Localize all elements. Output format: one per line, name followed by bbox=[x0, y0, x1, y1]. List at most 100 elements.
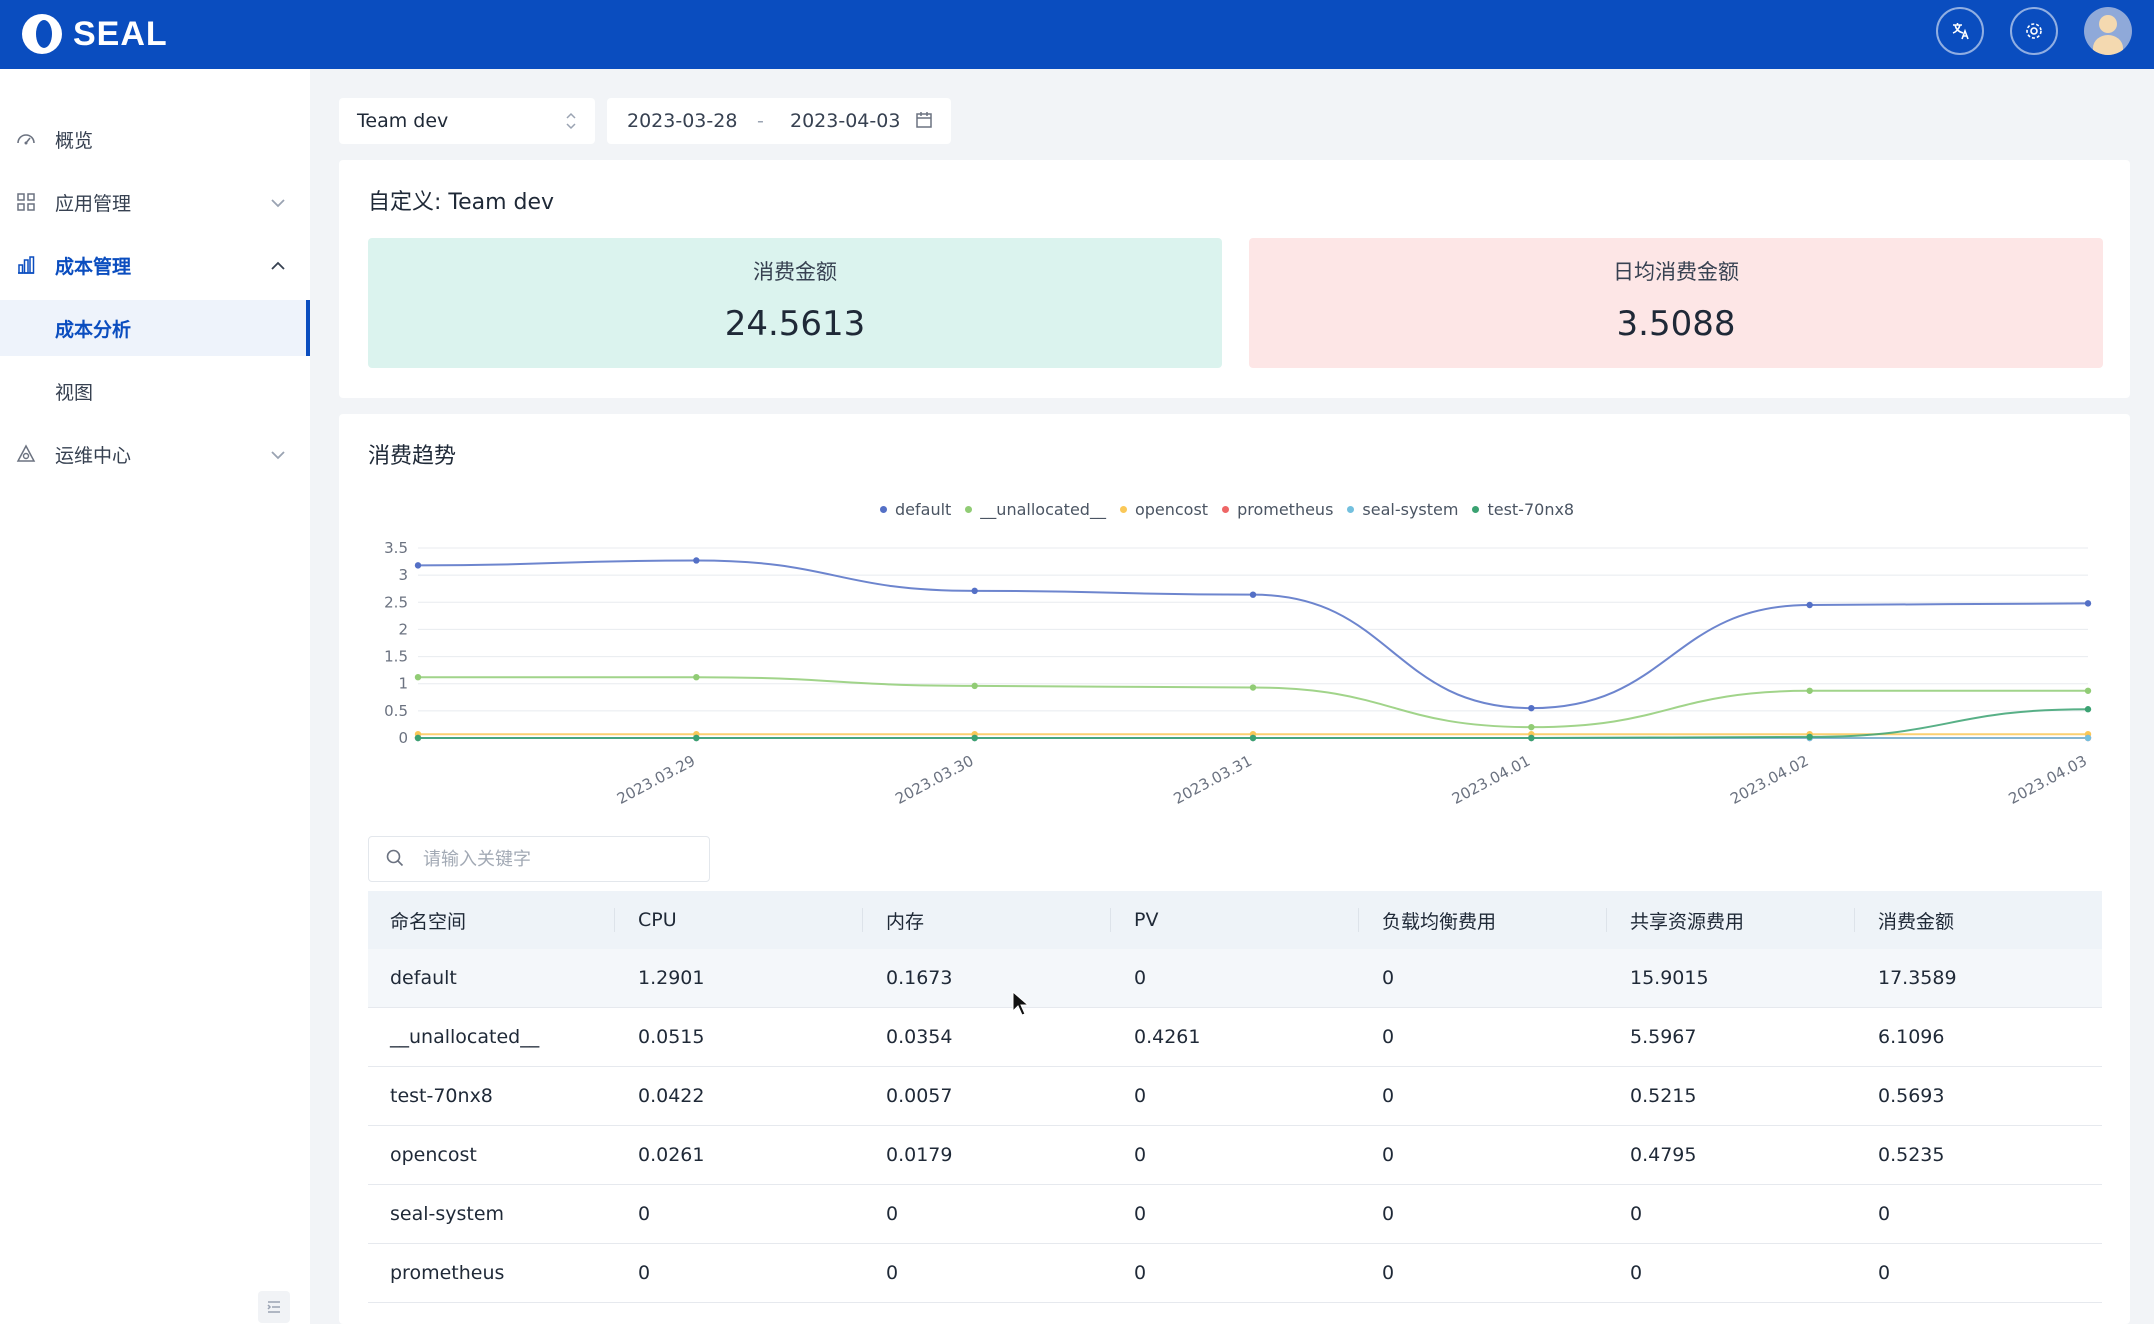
table-row[interactable]: seal-system 0 0 0 0 0 0 bbox=[368, 1185, 2102, 1244]
seal-logo-icon bbox=[22, 14, 62, 54]
sidebar-item-cost-analysis[interactable]: 成本分析 bbox=[0, 300, 310, 356]
data-point bbox=[414, 674, 422, 681]
total-cost-stat: 消费金额 24.5613 bbox=[368, 238, 1222, 368]
column-header[interactable]: 共享资源费用 bbox=[1630, 910, 1745, 933]
search-box[interactable] bbox=[368, 836, 710, 882]
table-cell: default bbox=[390, 967, 457, 989]
brand-name: SEAL bbox=[73, 14, 168, 53]
data-point bbox=[1528, 704, 1535, 712]
legend-dot bbox=[1472, 506, 1480, 513]
table-cell: 0 bbox=[1878, 1262, 1891, 1284]
settings-icon[interactable] bbox=[2010, 7, 2058, 55]
top-header: SEAL bbox=[0, 0, 2154, 69]
table-cell: 0.5235 bbox=[1878, 1144, 1945, 1166]
brand-logo[interactable]: SEAL bbox=[22, 11, 168, 57]
legend-dot bbox=[880, 506, 887, 513]
data-point bbox=[693, 557, 700, 564]
collapse-sidebar-icon[interactable] bbox=[258, 1291, 290, 1323]
legend-dot bbox=[965, 506, 973, 513]
x-tick-label: 2023.04.02 bbox=[1727, 752, 1811, 808]
search-icon bbox=[386, 849, 404, 867]
table-cell: 0 bbox=[1382, 1203, 1395, 1225]
sidebar-item-app-management[interactable]: 应用管理 bbox=[0, 174, 310, 230]
table-row[interactable]: default 1.2901 0.1673 0 0 15.9015 17.3589 bbox=[368, 949, 2102, 1008]
table-row[interactable]: __unallocated__ 0.0515 0.0354 0.4261 0 5.5967… bbox=[368, 1008, 2102, 1067]
team-select[interactable]: Team dev bbox=[339, 98, 595, 144]
legend-item[interactable]: test-70nx8 bbox=[1472, 500, 1574, 519]
data-point bbox=[414, 562, 422, 569]
legend-label: test-70nx8 bbox=[1487, 500, 1575, 519]
data-point bbox=[1249, 684, 1257, 691]
translate-icon[interactable] bbox=[1936, 7, 1984, 55]
chevron-down-icon bbox=[270, 192, 286, 213]
table-cell: 6.1096 bbox=[1878, 1026, 1945, 1048]
column-header[interactable]: CPU bbox=[638, 909, 677, 931]
column-divider bbox=[1358, 908, 1359, 932]
table-cell: 0 bbox=[1134, 1085, 1147, 1107]
table-row[interactable]: opencost 0.0261 0.0179 0 0 0.4795 0.5235 bbox=[368, 1126, 2102, 1185]
daily-cost-stat: 日均消费金额 3.5088 bbox=[1249, 238, 2103, 368]
cost-table: 命名空间 CPU 内存 PV 负载均衡费用 共享资源费用 消费金额 default 1.2901… bbox=[368, 891, 2102, 1303]
table-cell: 0 bbox=[886, 1203, 899, 1225]
summary-title: 自定义: Team dev bbox=[368, 190, 555, 215]
total-cost-label: 消费金额 bbox=[753, 260, 837, 284]
table-cell: 0.1673 bbox=[886, 967, 953, 989]
table-cell: 0 bbox=[1630, 1203, 1643, 1225]
table-cell: 0 bbox=[1134, 1144, 1147, 1166]
daily-cost-label: 日均消费金额 bbox=[1613, 260, 1739, 284]
data-point bbox=[2084, 687, 2092, 694]
sidebar-item-cost-management[interactable]: 成本管理 bbox=[0, 237, 310, 293]
column-header[interactable]: PV bbox=[1134, 909, 1159, 931]
table-cell: 1.2901 bbox=[638, 967, 705, 989]
legend-item[interactable]: seal-system bbox=[1347, 500, 1458, 519]
column-header[interactable]: 命名空间 bbox=[390, 910, 467, 933]
table-cell: 0 bbox=[886, 1262, 899, 1284]
sidebar-item-overview[interactable]: 概览 bbox=[0, 111, 310, 167]
search-input[interactable] bbox=[423, 845, 693, 873]
ops-icon bbox=[14, 442, 38, 466]
table-cell: 0 bbox=[1382, 1262, 1395, 1284]
legend-item[interactable]: prometheus bbox=[1222, 500, 1333, 519]
table-cell: seal-system bbox=[390, 1203, 505, 1225]
team-select-value: Team dev bbox=[357, 110, 449, 132]
sidebar-item-ops-center[interactable]: 运维中心 bbox=[0, 426, 310, 482]
table-cell: test-70nx8 bbox=[390, 1085, 493, 1107]
sidebar-item-label: 应用管理 bbox=[55, 192, 132, 215]
sidebar-item-views[interactable]: 视图 bbox=[0, 363, 310, 419]
column-divider bbox=[1606, 908, 1607, 932]
column-header[interactable]: 负载均衡费用 bbox=[1382, 910, 1497, 933]
chevron-down-icon bbox=[270, 444, 286, 465]
legend-item[interactable]: opencost bbox=[1119, 500, 1208, 519]
y-tick-label: 0.5 bbox=[384, 702, 408, 720]
column-header[interactable]: 内存 bbox=[886, 910, 925, 933]
date-start[interactable]: 2023-03-28 bbox=[627, 110, 738, 132]
user-avatar[interactable] bbox=[2084, 7, 2132, 55]
table-row[interactable]: test-70nx8 0.0422 0.0057 0 0 0.5215 0.5693 bbox=[368, 1067, 2102, 1126]
data-point bbox=[1806, 733, 1813, 741]
legend-item[interactable]: default bbox=[880, 500, 951, 519]
table-cell: 0 bbox=[1382, 1026, 1395, 1048]
column-header[interactable]: 消费金额 bbox=[1878, 910, 1955, 933]
column-divider bbox=[1110, 908, 1111, 932]
chevron-up-icon bbox=[270, 255, 286, 276]
cost-trend-chart: 0 0.5 1 1.5 2 2.5 3 3.5 2023.03.29 2023.03.30 2023… bbox=[384, 539, 2092, 808]
table-row[interactable]: prometheus 0 0 0 0 0 0 bbox=[368, 1244, 2102, 1303]
date-separator: - bbox=[757, 110, 764, 132]
legend-item[interactable]: __unallocated__ bbox=[965, 500, 1106, 519]
trend-title: 消费趋势 bbox=[368, 444, 457, 469]
x-tick-label: 2023.03.29 bbox=[614, 752, 698, 808]
data-point bbox=[1249, 591, 1257, 598]
table-cell: 0 bbox=[638, 1262, 651, 1284]
table-cell: 0.0515 bbox=[638, 1026, 705, 1048]
table-cell: 0.0057 bbox=[886, 1085, 953, 1107]
y-tick-label: 1 bbox=[398, 675, 408, 693]
table-cell: 0 bbox=[1382, 967, 1395, 989]
column-divider bbox=[1854, 908, 1855, 932]
data-point bbox=[414, 734, 422, 742]
total-cost-value: 24.5613 bbox=[724, 304, 866, 344]
daily-cost-value: 3.5088 bbox=[1616, 304, 1736, 344]
calendar-icon[interactable] bbox=[915, 111, 933, 134]
date-range-picker[interactable]: 2023-03-28 - 2023-04-03 bbox=[607, 98, 951, 144]
table-cell: 0.5693 bbox=[1878, 1085, 1945, 1107]
date-end[interactable]: 2023-04-03 bbox=[790, 110, 901, 132]
